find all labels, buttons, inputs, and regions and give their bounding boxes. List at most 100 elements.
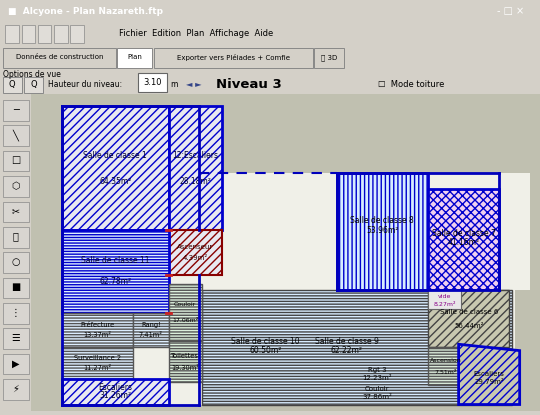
Text: Plan: Plan — [127, 54, 142, 60]
FancyBboxPatch shape — [3, 151, 29, 171]
FancyBboxPatch shape — [3, 328, 29, 349]
Text: Préfecture: Préfecture — [80, 322, 114, 327]
Text: Salle de classe 8: Salle de classe 8 — [350, 216, 414, 225]
Bar — [428, 290, 509, 347]
Bar — [62, 312, 133, 347]
Text: 29.79m²: 29.79m² — [474, 379, 504, 385]
FancyBboxPatch shape — [5, 25, 19, 43]
Bar — [168, 341, 202, 382]
FancyBboxPatch shape — [3, 77, 22, 93]
Bar — [133, 312, 168, 347]
Text: 62.22m²: 62.22m² — [330, 346, 363, 355]
Text: 53.96m²: 53.96m² — [366, 226, 399, 234]
FancyBboxPatch shape — [70, 25, 84, 43]
Text: 64.35m²: 64.35m² — [99, 176, 131, 186]
Bar — [336, 173, 530, 290]
Text: ⭐: ⭐ — [13, 232, 18, 242]
FancyBboxPatch shape — [3, 176, 29, 197]
Text: 28.18m²: 28.18m² — [179, 176, 211, 186]
Text: Salle de classe 1: Salle de classe 1 — [83, 151, 147, 160]
FancyBboxPatch shape — [154, 48, 313, 68]
Text: 19.30m²: 19.30m² — [171, 365, 199, 371]
Text: 4.39m²: 4.39m² — [183, 255, 208, 261]
FancyBboxPatch shape — [3, 354, 29, 374]
Bar — [428, 189, 500, 290]
Text: Salle de classe 11: Salle de classe 11 — [81, 256, 150, 265]
FancyBboxPatch shape — [22, 25, 35, 43]
Text: Salle de classe 7: Salle de classe 7 — [432, 229, 496, 238]
Bar — [168, 230, 222, 274]
Text: Couloir: Couloir — [365, 386, 389, 392]
Text: 11.27m²: 11.27m² — [83, 365, 112, 371]
Text: Ascenseur: Ascenseur — [177, 244, 213, 250]
FancyBboxPatch shape — [3, 252, 29, 273]
Text: Niveau 3: Niveau 3 — [216, 78, 282, 91]
Text: 7.41m²: 7.41m² — [139, 332, 163, 338]
Text: ■  Alcyone - Plan Nazareth.ftp: ■ Alcyone - Plan Nazareth.ftp — [8, 7, 163, 16]
Text: Salle de classe 6: Salle de classe 6 — [440, 309, 498, 315]
FancyBboxPatch shape — [38, 25, 51, 43]
FancyBboxPatch shape — [3, 202, 29, 222]
Text: - □ ×: - □ × — [497, 6, 524, 17]
Text: Rgt 3: Rgt 3 — [368, 366, 387, 373]
Text: Toilettes: Toilettes — [171, 353, 199, 359]
Bar — [336, 173, 428, 290]
Text: 13.37m²: 13.37m² — [84, 332, 111, 338]
Text: ╲: ╲ — [13, 129, 18, 141]
Text: 🌐 3D: 🌐 3D — [321, 54, 338, 61]
Text: m: m — [171, 80, 178, 89]
Bar — [62, 230, 168, 312]
Text: Ascension: Ascension — [430, 358, 462, 363]
Text: 37.86m²: 37.86m² — [362, 393, 392, 400]
Polygon shape — [62, 107, 515, 405]
Text: ⋮: ⋮ — [11, 308, 21, 317]
FancyBboxPatch shape — [3, 227, 29, 248]
Text: 7.51m²: 7.51m² — [435, 370, 457, 375]
Text: ☰: ☰ — [11, 333, 20, 343]
FancyBboxPatch shape — [3, 125, 29, 146]
Text: Couloir: Couloir — [174, 302, 197, 307]
Text: ▶: ▶ — [12, 358, 19, 368]
Bar — [428, 347, 464, 386]
FancyBboxPatch shape — [3, 100, 29, 121]
Text: Q: Q — [30, 80, 37, 89]
FancyBboxPatch shape — [314, 48, 344, 68]
Text: 41.16m²: 41.16m² — [448, 238, 480, 247]
Text: Surveillance 2: Surveillance 2 — [74, 355, 121, 361]
Bar — [62, 107, 168, 230]
Text: ✂: ✂ — [11, 206, 20, 216]
Text: Options de vue: Options de vue — [3, 70, 60, 78]
FancyBboxPatch shape — [3, 379, 29, 400]
Bar — [428, 290, 461, 310]
Text: ─: ─ — [13, 105, 18, 115]
FancyBboxPatch shape — [54, 25, 68, 43]
Text: 31.26m²: 31.26m² — [99, 391, 131, 400]
Text: □: □ — [11, 155, 21, 165]
Text: ○: ○ — [11, 257, 20, 267]
Text: Salle de classe 9: Salle de classe 9 — [315, 337, 379, 346]
Bar — [168, 284, 202, 341]
Text: ■: ■ — [11, 282, 21, 292]
Text: ☐  Mode toiture: ☐ Mode toiture — [378, 80, 444, 89]
Text: Escaliers: Escaliers — [474, 371, 504, 377]
Bar — [62, 379, 168, 405]
Text: ⚡: ⚡ — [12, 383, 19, 394]
Text: 62.78m²: 62.78m² — [99, 278, 131, 286]
Text: Hauteur du niveau:: Hauteur du niveau: — [48, 80, 122, 89]
Text: 3.10: 3.10 — [143, 78, 162, 87]
Text: Données de construction: Données de construction — [16, 54, 103, 60]
FancyBboxPatch shape — [117, 48, 152, 68]
Text: ⬡: ⬡ — [11, 181, 20, 191]
Text: Exporter vers Pléiades + Comfie: Exporter vers Pléiades + Comfie — [177, 54, 290, 61]
Text: Rang!: Rang! — [141, 322, 161, 327]
FancyBboxPatch shape — [3, 278, 29, 298]
FancyBboxPatch shape — [3, 48, 116, 68]
Text: ◄ ►: ◄ ► — [186, 80, 202, 89]
FancyBboxPatch shape — [24, 77, 43, 93]
Polygon shape — [458, 344, 519, 405]
Bar — [168, 107, 222, 230]
Bar — [62, 347, 133, 379]
FancyBboxPatch shape — [138, 73, 167, 92]
Text: Fichier  Edition  Plan  Affichage  Aide: Fichier Edition Plan Affichage Aide — [119, 29, 273, 38]
Text: 56.44m²: 56.44m² — [454, 322, 483, 329]
